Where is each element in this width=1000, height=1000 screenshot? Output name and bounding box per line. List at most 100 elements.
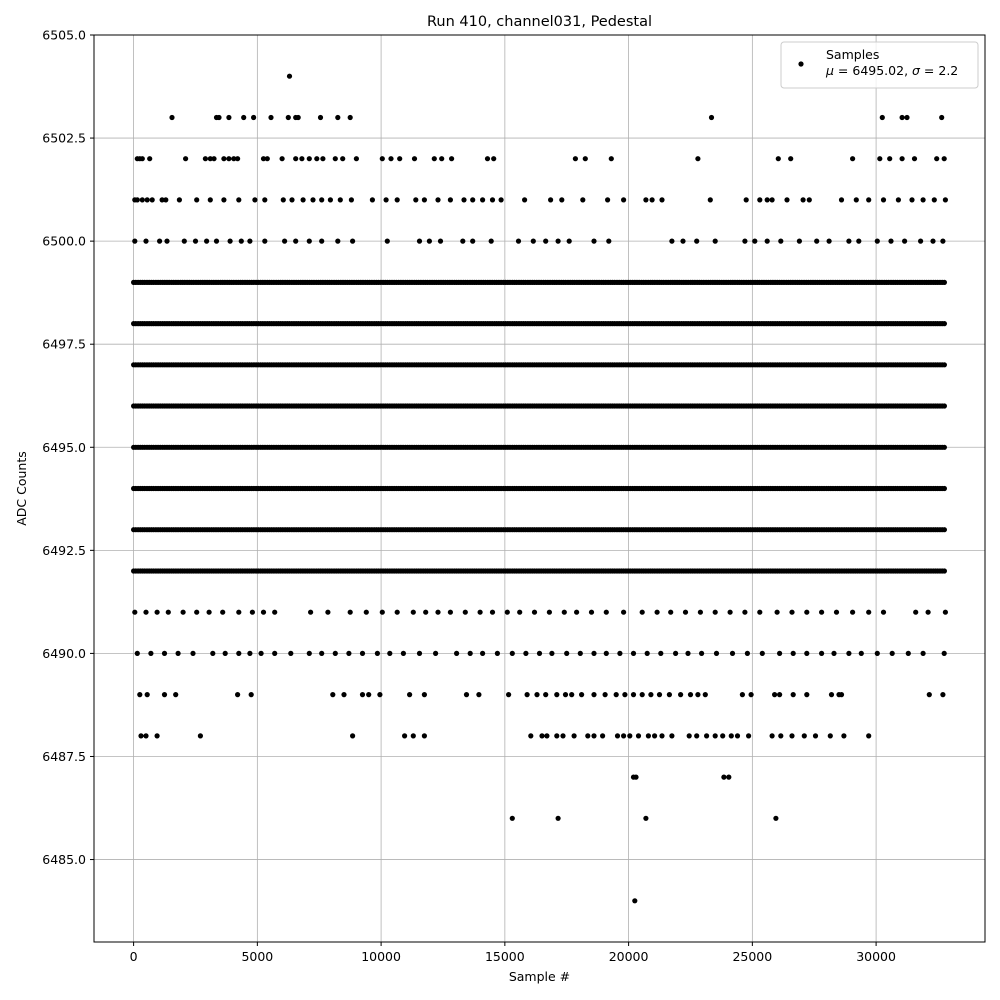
data-point xyxy=(524,692,530,698)
data-point xyxy=(804,692,810,698)
data-point xyxy=(247,238,253,244)
data-point xyxy=(644,650,650,657)
data-point xyxy=(856,238,862,244)
data-point xyxy=(838,197,845,203)
data-point xyxy=(899,114,905,121)
data-point xyxy=(729,650,736,657)
data-point xyxy=(489,609,496,615)
y-tick-label: 6505.0 xyxy=(42,28,86,43)
data-point xyxy=(236,609,242,615)
data-point xyxy=(909,197,915,203)
data-point xyxy=(632,898,638,904)
data-point xyxy=(941,568,948,574)
data-point xyxy=(591,650,597,657)
data-point xyxy=(306,238,312,244)
data-point xyxy=(585,733,591,739)
data-point xyxy=(144,197,150,203)
data-point xyxy=(630,650,637,657)
data-point xyxy=(790,650,796,657)
data-point xyxy=(772,692,778,698)
data-point xyxy=(838,692,845,698)
data-point xyxy=(157,238,163,244)
data-point xyxy=(673,650,679,657)
data-point xyxy=(643,815,649,821)
data-point xyxy=(176,197,182,203)
data-point xyxy=(833,609,840,615)
data-point xyxy=(639,609,645,615)
data-point xyxy=(902,238,908,244)
data-point xyxy=(498,197,504,203)
data-point xyxy=(207,156,213,162)
data-point xyxy=(175,650,181,657)
data-point xyxy=(764,238,770,244)
data-point xyxy=(523,650,529,657)
data-point xyxy=(582,156,588,162)
data-point xyxy=(379,156,385,162)
data-point xyxy=(879,114,885,121)
y-tick-label: 6500.0 xyxy=(42,234,86,249)
y-tick-label: 6492.5 xyxy=(42,543,86,558)
data-point xyxy=(757,197,763,203)
data-point xyxy=(407,692,413,698)
data-point xyxy=(846,650,852,657)
data-point xyxy=(941,156,947,162)
data-point xyxy=(831,650,837,657)
data-point xyxy=(416,650,423,657)
data-point xyxy=(588,609,595,615)
data-point xyxy=(235,692,241,698)
data-point xyxy=(555,815,561,821)
data-point xyxy=(920,650,926,657)
data-point xyxy=(210,650,216,657)
data-point xyxy=(143,238,149,244)
data-point xyxy=(286,73,293,79)
legend: Samples μ = 6495.02, σ = 2.2 xyxy=(780,41,979,89)
data-point xyxy=(775,156,781,162)
data-point xyxy=(904,114,910,121)
data-point xyxy=(712,238,718,244)
data-point xyxy=(546,609,553,615)
data-point xyxy=(940,238,946,244)
data-point xyxy=(251,114,257,121)
data-point xyxy=(742,609,748,615)
data-point xyxy=(379,609,385,615)
data-point xyxy=(221,197,227,203)
data-point xyxy=(314,156,320,162)
data-point xyxy=(752,238,758,244)
data-point xyxy=(941,279,948,285)
data-point xyxy=(369,197,375,203)
data-point xyxy=(777,650,783,657)
data-point xyxy=(613,692,619,698)
data-point xyxy=(249,609,255,615)
data-point xyxy=(169,114,175,121)
data-point xyxy=(554,692,560,698)
data-point xyxy=(562,692,569,698)
data-point xyxy=(359,692,366,698)
data-point xyxy=(727,609,733,615)
data-point xyxy=(656,692,663,698)
data-point xyxy=(139,156,145,162)
data-point xyxy=(402,733,408,739)
data-point xyxy=(426,238,432,244)
data-point xyxy=(621,733,627,739)
data-point xyxy=(489,197,496,203)
data-point xyxy=(804,650,810,657)
data-point xyxy=(866,609,872,615)
data-point xyxy=(413,197,419,203)
data-point xyxy=(132,238,138,244)
data-point xyxy=(235,156,241,162)
data-point xyxy=(531,609,538,615)
data-point xyxy=(789,609,795,615)
data-point xyxy=(920,197,926,203)
data-point xyxy=(494,650,500,657)
data-point xyxy=(534,692,540,698)
data-point xyxy=(827,733,833,739)
data-point xyxy=(796,238,803,244)
data-point xyxy=(247,650,253,657)
x-tick-label: 30000 xyxy=(856,949,896,964)
data-point xyxy=(627,733,633,739)
data-point xyxy=(347,609,353,615)
y-tick-label: 6485.0 xyxy=(42,852,86,867)
data-point xyxy=(543,692,549,698)
data-point xyxy=(272,609,278,615)
